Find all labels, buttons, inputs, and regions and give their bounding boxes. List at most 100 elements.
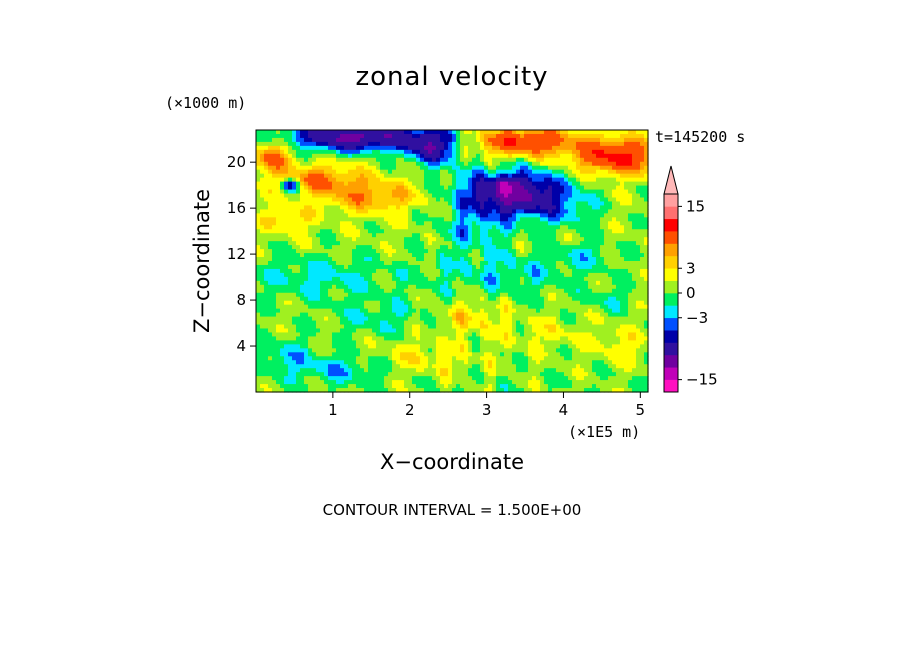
contour-cell bbox=[356, 133, 361, 139]
contour-cell bbox=[384, 276, 389, 282]
contour-cell bbox=[428, 209, 433, 214]
contour-cell bbox=[556, 133, 561, 139]
contour-cell bbox=[540, 320, 545, 326]
contour-cell bbox=[260, 352, 265, 357]
contour-cell bbox=[348, 268, 353, 274]
contour-cell bbox=[360, 253, 365, 258]
contour-cell bbox=[364, 249, 369, 254]
contour-cell bbox=[336, 388, 341, 393]
contour-cell bbox=[484, 237, 489, 242]
contour-cell bbox=[384, 316, 389, 322]
contour-cell bbox=[448, 169, 453, 175]
contour-cell bbox=[484, 344, 489, 349]
contour-cell bbox=[352, 209, 357, 214]
contour-cell bbox=[412, 137, 417, 143]
contour-cell bbox=[524, 193, 529, 199]
contour-cell bbox=[332, 268, 337, 274]
contour-cell bbox=[540, 292, 545, 298]
contour-cell bbox=[324, 145, 329, 151]
contour-cell bbox=[340, 193, 345, 199]
contour-cell bbox=[296, 233, 301, 238]
contour-cell bbox=[372, 312, 377, 318]
contour-cell bbox=[340, 272, 345, 278]
contour-cell bbox=[412, 145, 417, 151]
contour-cell bbox=[276, 241, 281, 246]
contour-cell bbox=[552, 233, 557, 238]
contour-cell bbox=[456, 205, 461, 210]
contour-cell bbox=[268, 209, 273, 214]
contour-cell bbox=[528, 332, 533, 338]
contour-cell bbox=[404, 237, 409, 242]
contour-cell bbox=[372, 276, 377, 282]
contour-cell bbox=[292, 368, 297, 373]
contour-cell bbox=[296, 348, 301, 353]
contour-cell bbox=[296, 193, 301, 199]
contour-cell bbox=[300, 336, 305, 341]
contour-cell bbox=[272, 237, 277, 242]
contour-cell bbox=[276, 304, 281, 310]
contour-cell bbox=[360, 264, 365, 270]
contour-cell bbox=[516, 173, 521, 179]
contour-cell bbox=[388, 237, 393, 242]
contour-cell bbox=[444, 245, 449, 250]
contour-cell bbox=[280, 145, 285, 151]
contour-cell bbox=[524, 229, 529, 234]
contour-cell bbox=[552, 173, 557, 179]
contour-cell bbox=[256, 205, 261, 210]
contour-cell bbox=[432, 157, 437, 163]
contour-cell bbox=[476, 336, 481, 341]
contour-cell bbox=[368, 209, 373, 214]
contour-cell bbox=[280, 284, 285, 290]
contour-cell bbox=[428, 169, 433, 175]
contour-cell bbox=[280, 328, 285, 334]
contour-cell bbox=[392, 169, 397, 175]
contour-cell bbox=[480, 213, 485, 218]
contour-cell bbox=[260, 205, 265, 210]
contour-cell bbox=[452, 312, 457, 318]
contour-cell bbox=[400, 177, 405, 183]
contour-cell bbox=[352, 324, 357, 330]
contour-cell bbox=[284, 368, 289, 373]
contour-cell bbox=[388, 225, 393, 230]
contour-cell bbox=[288, 316, 293, 322]
contour-cell bbox=[364, 217, 369, 222]
contour-cell bbox=[324, 241, 329, 246]
contour-cell bbox=[416, 165, 421, 171]
contour-cell bbox=[492, 241, 497, 246]
contour-cell bbox=[404, 324, 409, 330]
contour-cell bbox=[444, 272, 449, 278]
contour-cell bbox=[360, 141, 365, 147]
contour-cell bbox=[428, 268, 433, 274]
contour-cell bbox=[536, 316, 541, 322]
contour-cell bbox=[280, 149, 285, 155]
contour-cell bbox=[288, 229, 293, 234]
contour-cell bbox=[436, 332, 441, 338]
contour-cell bbox=[484, 173, 489, 179]
contour-cell bbox=[536, 296, 541, 302]
contour-cell bbox=[508, 185, 513, 191]
contour-cell bbox=[284, 264, 289, 270]
contour-cell bbox=[364, 189, 369, 195]
contour-cell bbox=[520, 316, 525, 322]
contour-cell bbox=[484, 356, 489, 361]
contour-cell bbox=[440, 257, 445, 262]
contour-cell bbox=[500, 296, 505, 302]
contour-cell bbox=[424, 137, 429, 143]
contour-cell bbox=[280, 185, 285, 191]
contour-cell bbox=[532, 320, 537, 326]
contour-cell bbox=[476, 185, 481, 191]
contour-cell bbox=[328, 288, 333, 294]
contour-cell bbox=[548, 149, 553, 155]
contour-cell bbox=[504, 324, 509, 330]
contour-cell bbox=[436, 205, 441, 210]
contour-cell bbox=[356, 360, 361, 365]
contour-cell bbox=[364, 300, 369, 306]
contour-cell bbox=[368, 300, 373, 306]
contour-cell bbox=[336, 272, 341, 278]
contour-cell bbox=[340, 213, 345, 218]
contour-cell bbox=[424, 360, 429, 365]
contour-cell bbox=[300, 340, 305, 345]
contour-cell bbox=[532, 193, 537, 199]
contour-cell bbox=[396, 157, 401, 163]
contour-cell bbox=[400, 241, 405, 246]
